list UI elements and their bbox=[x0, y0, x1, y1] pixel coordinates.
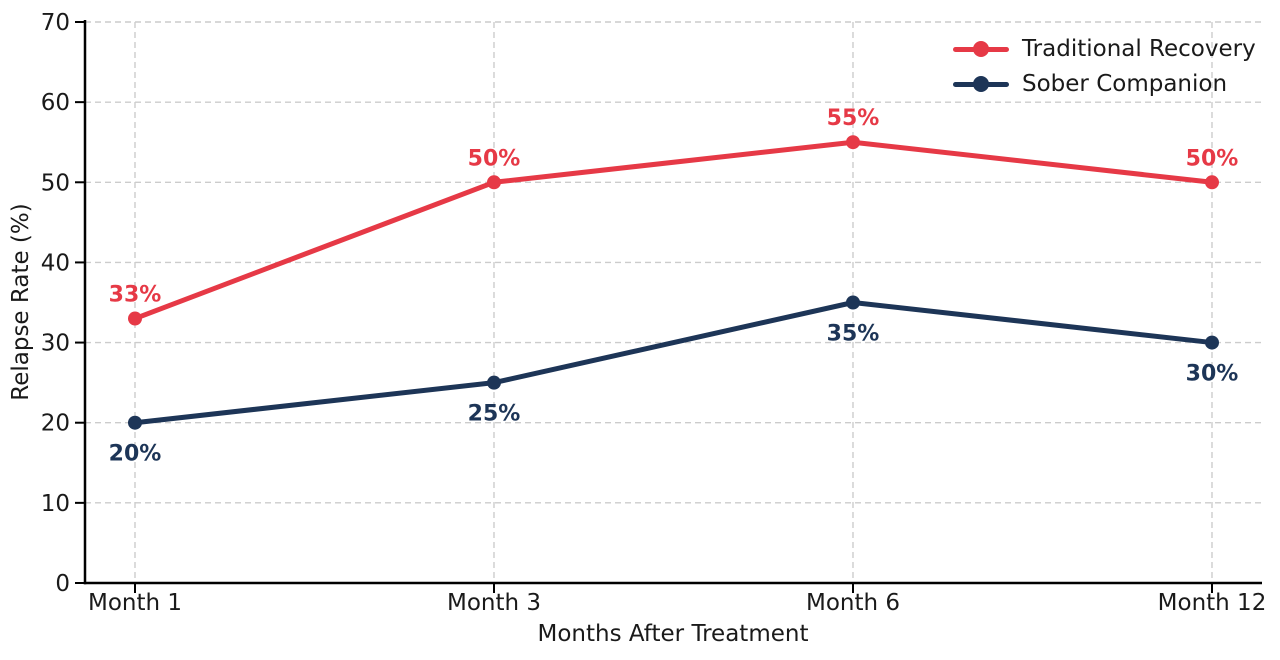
data-point-label: 35% bbox=[827, 322, 880, 347]
data-point bbox=[487, 175, 501, 190]
data-point-label: 50% bbox=[1186, 146, 1239, 171]
legend-dot-icon bbox=[973, 41, 989, 57]
y-tick-label: 30 bbox=[41, 331, 70, 357]
series-line bbox=[132, 300, 1215, 426]
x-tick-label: Month 12 bbox=[1158, 590, 1267, 616]
data-point bbox=[1205, 335, 1219, 350]
data-point-label: 30% bbox=[1186, 362, 1239, 387]
data-point-label: 25% bbox=[468, 402, 521, 427]
legend-label: Traditional Recovery bbox=[1022, 36, 1256, 62]
data-point bbox=[128, 415, 142, 430]
data-point bbox=[1205, 175, 1219, 190]
y-tick-label: 0 bbox=[55, 571, 70, 597]
data-point bbox=[487, 375, 501, 390]
data-point-label: 50% bbox=[468, 146, 521, 171]
data-point bbox=[846, 295, 860, 310]
y-tick-label: 20 bbox=[41, 411, 70, 437]
data-point bbox=[846, 135, 860, 150]
x-tick-label: Month 6 bbox=[806, 590, 900, 616]
y-tick-label: 70 bbox=[41, 10, 70, 36]
legend: Traditional Recovery Sober Companion bbox=[953, 33, 1256, 100]
data-point-label: 55% bbox=[827, 106, 880, 131]
legend-item-traditional-recovery: Traditional Recovery bbox=[953, 33, 1256, 65]
y-tick-label: 60 bbox=[41, 90, 70, 116]
legend-line-marker-icon bbox=[953, 41, 1009, 57]
x-axis-title: Months After Treatment bbox=[537, 621, 809, 647]
series-line bbox=[132, 139, 1215, 322]
data-point-label: 20% bbox=[109, 442, 162, 467]
legend-item-sober-companion: Sober Companion bbox=[953, 68, 1256, 100]
legend-label: Sober Companion bbox=[1022, 71, 1228, 97]
x-tick-label: Month 1 bbox=[88, 590, 182, 616]
y-tick-label: 10 bbox=[41, 491, 70, 517]
x-tick-label: Month 3 bbox=[447, 590, 541, 616]
legend-line-marker-icon bbox=[953, 76, 1009, 92]
y-axis-title: Relapse Rate (%) bbox=[8, 203, 34, 401]
y-tick-label: 40 bbox=[41, 250, 70, 276]
data-point bbox=[128, 311, 142, 326]
y-tick-label: 50 bbox=[41, 170, 70, 196]
legend-dot-icon bbox=[973, 76, 989, 92]
data-point-label: 33% bbox=[109, 283, 162, 308]
